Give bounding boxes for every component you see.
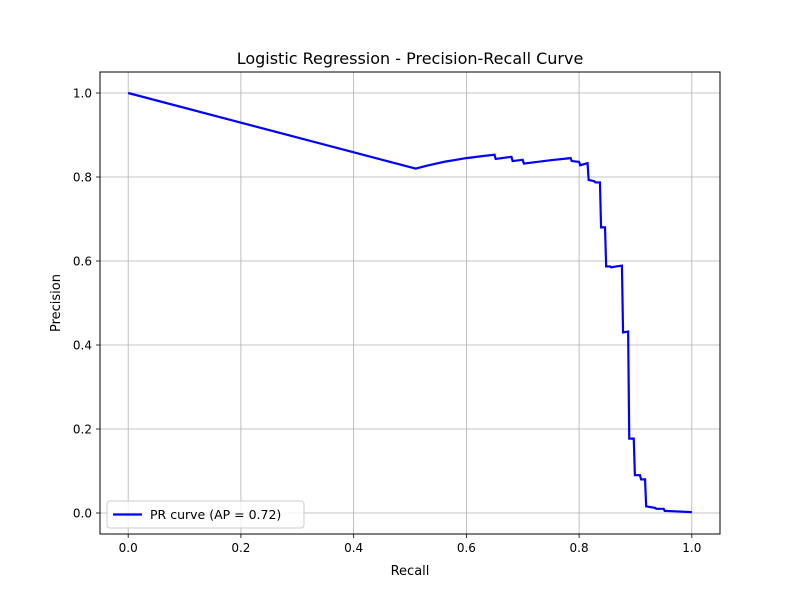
x-tick-label: 0.6 xyxy=(457,541,476,555)
x-tick-label: 0.8 xyxy=(570,541,589,555)
y-tick-label: 0.2 xyxy=(73,423,92,437)
legend: PR curve (AP = 0.72) xyxy=(106,500,305,529)
y-tick-label: 0.6 xyxy=(73,255,92,269)
y-tick-label: 1.0 xyxy=(73,87,92,101)
x-axis-label: Recall xyxy=(391,564,430,579)
y-axis-label: Precision xyxy=(49,274,64,332)
x-tick-label: 0.0 xyxy=(119,541,138,555)
y-tick-label: 0.4 xyxy=(73,339,92,353)
x-axis: 0.0 0.2 0.4 0.6 0.8 1.0 xyxy=(119,534,701,555)
grid xyxy=(100,72,720,534)
legend-box xyxy=(106,500,305,529)
series-layer xyxy=(127,91,692,514)
plot-area-frame xyxy=(99,71,721,535)
y-axis: 0.0 0.2 0.4 0.6 0.8 1.0 xyxy=(73,87,100,521)
chart-title: Logistic Regression - Precision-Recall C… xyxy=(237,49,584,68)
legend-label: PR curve (AP = 0.72) xyxy=(150,507,281,522)
pr-curve-line xyxy=(127,91,692,514)
x-tick-label: 0.4 xyxy=(344,541,363,555)
x-tick-label: 0.2 xyxy=(231,541,250,555)
x-tick-label: 1.0 xyxy=(682,541,701,555)
y-tick-label: 0.8 xyxy=(73,171,92,185)
y-tick-label: 0.0 xyxy=(73,507,92,521)
